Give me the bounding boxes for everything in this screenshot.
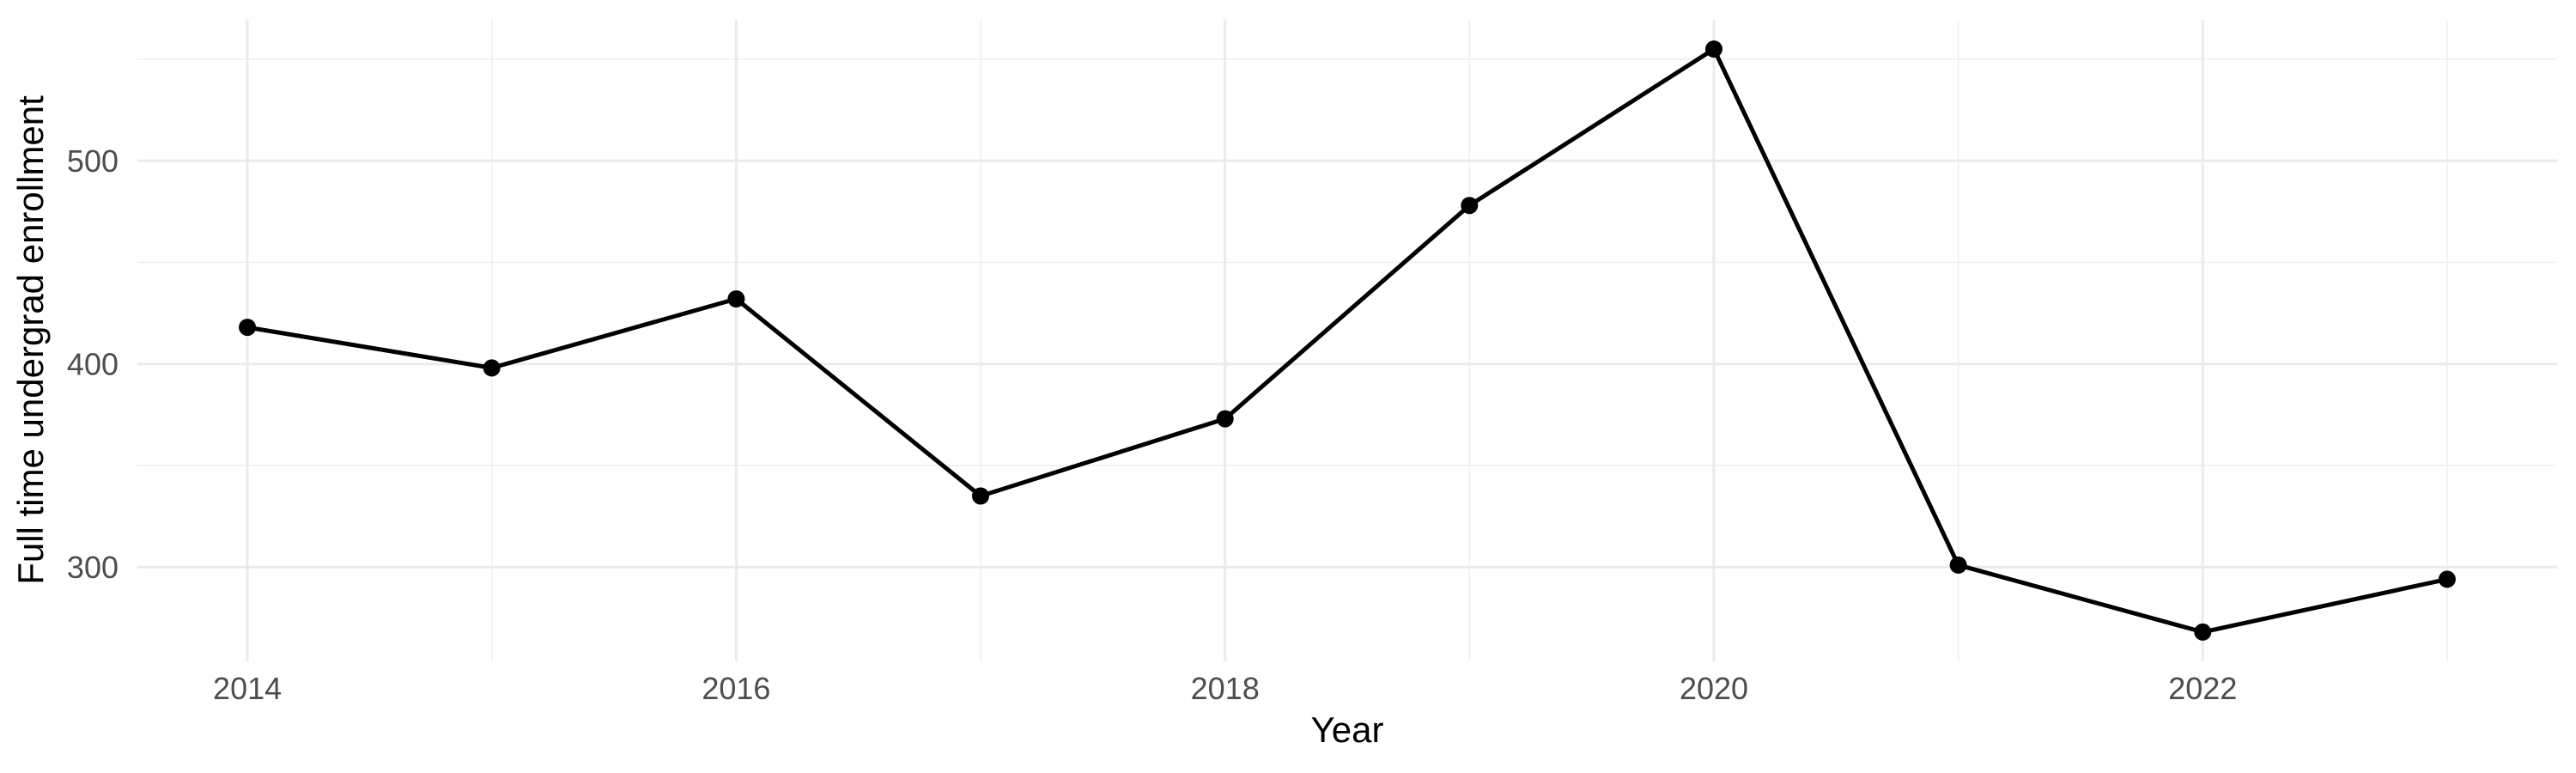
x-axis-tick-labels: 2014 2016 2018 2020 2022 bbox=[213, 671, 2237, 706]
data-point-2018 bbox=[1216, 410, 1234, 428]
x-tick-label-2014: 2014 bbox=[213, 671, 282, 706]
x-tick-label-2018: 2018 bbox=[1191, 671, 1260, 706]
y-tick-label-400: 400 bbox=[67, 346, 118, 381]
major-gridlines bbox=[137, 20, 2557, 661]
y-tick-label-300: 300 bbox=[67, 550, 118, 585]
data-point-2017 bbox=[972, 487, 989, 505]
data-points-group bbox=[239, 40, 2456, 641]
x-axis-title: Year bbox=[1311, 709, 1384, 750]
x-tick-label-2022: 2022 bbox=[2168, 671, 2237, 706]
y-axis-tick-labels: 300 400 500 bbox=[67, 143, 118, 585]
data-point-2019 bbox=[1461, 197, 1479, 215]
data-point-2015 bbox=[483, 359, 501, 377]
y-axis-title: Full time undergrad enrollment bbox=[10, 95, 51, 585]
data-point-2021 bbox=[1949, 556, 1967, 574]
y-tick-label-500: 500 bbox=[67, 143, 118, 179]
minor-gridlines bbox=[137, 20, 2557, 661]
data-point-2016 bbox=[727, 290, 745, 307]
data-point-2022 bbox=[2194, 623, 2212, 641]
data-point-2014 bbox=[239, 319, 257, 337]
x-tick-label-2016: 2016 bbox=[702, 671, 770, 706]
x-tick-label-2020: 2020 bbox=[1680, 671, 1748, 706]
enrollment-line bbox=[245, 46, 2450, 635]
data-line-group bbox=[245, 46, 2450, 635]
data-point-2020 bbox=[1705, 40, 1722, 58]
data-point-2023 bbox=[2438, 570, 2456, 588]
